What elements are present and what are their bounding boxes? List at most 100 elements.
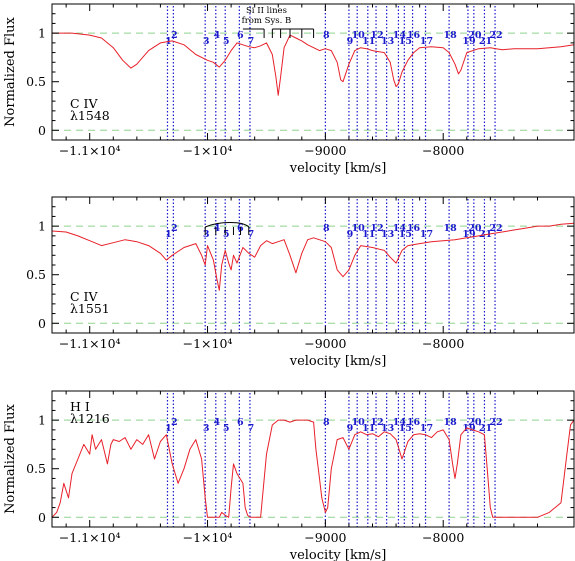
component-label-20: 20 xyxy=(468,223,482,234)
x-tick-label: −9000 xyxy=(304,143,346,158)
bracket-curve xyxy=(204,222,250,228)
component-label-9: 9 xyxy=(347,36,354,47)
wavelength-label: λ1548 xyxy=(70,108,110,123)
x-axis-label: velocity [km/s] xyxy=(289,354,387,369)
y-tick-label: 0 xyxy=(38,510,46,525)
component-label-3: 3 xyxy=(203,229,210,240)
component-label-7: 7 xyxy=(248,229,255,240)
y-tick-label: 1 xyxy=(38,219,46,234)
ion-label: C IV xyxy=(70,289,98,304)
annotation-line-2: from Sys. B xyxy=(242,16,292,26)
component-label-11: 11 xyxy=(362,423,375,434)
component-label-9: 9 xyxy=(347,423,354,434)
x-tick-label: −8000 xyxy=(422,336,464,351)
x-axis-label: velocity [km/s] xyxy=(289,161,387,176)
component-label-15: 15 xyxy=(399,229,412,240)
x-tick-label: −8000 xyxy=(422,143,464,158)
component-label-14: 14 xyxy=(393,223,407,234)
component-label-11: 11 xyxy=(362,229,375,240)
x-tick-label: −1.1×10⁴ xyxy=(59,143,121,158)
component-label-6: 6 xyxy=(237,30,244,41)
component-label-19: 19 xyxy=(462,229,476,240)
component-label-7: 7 xyxy=(248,36,255,47)
component-label-10: 10 xyxy=(352,417,366,428)
component-label-2: 2 xyxy=(171,417,178,428)
hi-1216-panel: 12345678910111213141516171819202122−1.1×… xyxy=(3,390,575,561)
component-label-5: 5 xyxy=(223,36,230,47)
component-label-12: 12 xyxy=(370,30,383,41)
component-label-12: 12 xyxy=(370,223,383,234)
component-label-2: 2 xyxy=(171,223,178,234)
component-label-13: 13 xyxy=(381,423,394,434)
y-tick-label: 1 xyxy=(38,413,46,428)
component-label-19: 19 xyxy=(462,36,476,47)
spectrum-line xyxy=(51,222,575,291)
component-label-8: 8 xyxy=(323,417,330,428)
component-label-6: 6 xyxy=(237,417,244,428)
ion-label: H I xyxy=(70,399,90,414)
component-label-10: 10 xyxy=(352,223,366,234)
component-label-16: 16 xyxy=(407,30,421,41)
component-label-20: 20 xyxy=(468,30,482,41)
civ-1551-panel: 12345678910111213141516171819202122−1.1×… xyxy=(26,196,575,369)
component-label-9: 9 xyxy=(347,229,354,240)
component-label-4: 4 xyxy=(213,30,220,41)
x-tick-label: −8000 xyxy=(422,530,464,545)
component-label-8: 8 xyxy=(323,223,330,234)
spectrum-line xyxy=(52,32,575,96)
component-label-15: 15 xyxy=(399,423,412,434)
wavelength-label: λ1216 xyxy=(70,411,110,426)
component-label-18: 18 xyxy=(443,30,457,41)
y-tick-label: 0.5 xyxy=(26,461,46,476)
component-label-11: 11 xyxy=(362,36,375,47)
component-label-21: 21 xyxy=(479,36,492,47)
x-tick-label: −9000 xyxy=(304,336,346,351)
spectrum-line xyxy=(51,419,575,518)
component-label-3: 3 xyxy=(203,423,210,434)
x-tick-label: −1.1×10⁴ xyxy=(59,336,121,351)
component-label-5: 5 xyxy=(223,423,230,434)
plot-frame xyxy=(51,390,575,528)
y-axis-label: Normalized Flux xyxy=(3,403,18,513)
component-label-17: 17 xyxy=(420,36,433,47)
x-tick-label: −1.1×10⁴ xyxy=(59,530,121,545)
plot-frame xyxy=(51,196,575,334)
component-label-14: 14 xyxy=(393,30,407,41)
component-label-20: 20 xyxy=(468,417,482,428)
component-label-8: 8 xyxy=(323,30,330,41)
annotation-line-1: Si II lines xyxy=(246,6,287,16)
component-label-14: 14 xyxy=(393,417,407,428)
component-label-18: 18 xyxy=(443,417,457,428)
component-label-1: 1 xyxy=(165,229,172,240)
component-label-4: 4 xyxy=(213,223,220,234)
x-axis-label: velocity [km/s] xyxy=(289,548,387,561)
component-label-22: 22 xyxy=(489,417,502,428)
component-label-13: 13 xyxy=(381,229,394,240)
x-tick-label: −1×10⁴ xyxy=(183,143,233,158)
x-tick-label: −1×10⁴ xyxy=(183,530,233,545)
component-label-22: 22 xyxy=(489,30,502,41)
component-label-10: 10 xyxy=(352,30,366,41)
y-tick-label: 0 xyxy=(38,123,46,138)
component-label-16: 16 xyxy=(407,417,421,428)
x-tick-label: −1×10⁴ xyxy=(183,336,233,351)
y-tick-label: 1 xyxy=(38,26,46,41)
component-label-12: 12 xyxy=(370,417,383,428)
component-label-13: 13 xyxy=(381,36,394,47)
y-tick-label: 0 xyxy=(38,316,46,331)
plot-frame xyxy=(51,3,575,141)
component-label-3: 3 xyxy=(203,36,210,47)
component-label-17: 17 xyxy=(420,229,433,240)
component-label-15: 15 xyxy=(399,36,412,47)
component-label-4: 4 xyxy=(213,417,220,428)
y-axis-label: Normalized Flux xyxy=(3,16,18,126)
x-tick-label: −9000 xyxy=(304,530,346,545)
component-label-1: 1 xyxy=(165,423,172,434)
component-label-2: 2 xyxy=(171,30,178,41)
wavelength-label: λ1551 xyxy=(70,301,110,316)
civ-1548-panel: 12345678910111213141516171819202122−1.1×… xyxy=(3,3,575,176)
component-label-5: 5 xyxy=(223,229,230,240)
component-label-16: 16 xyxy=(407,223,421,234)
component-label-18: 18 xyxy=(443,223,457,234)
component-label-7: 7 xyxy=(248,423,255,434)
